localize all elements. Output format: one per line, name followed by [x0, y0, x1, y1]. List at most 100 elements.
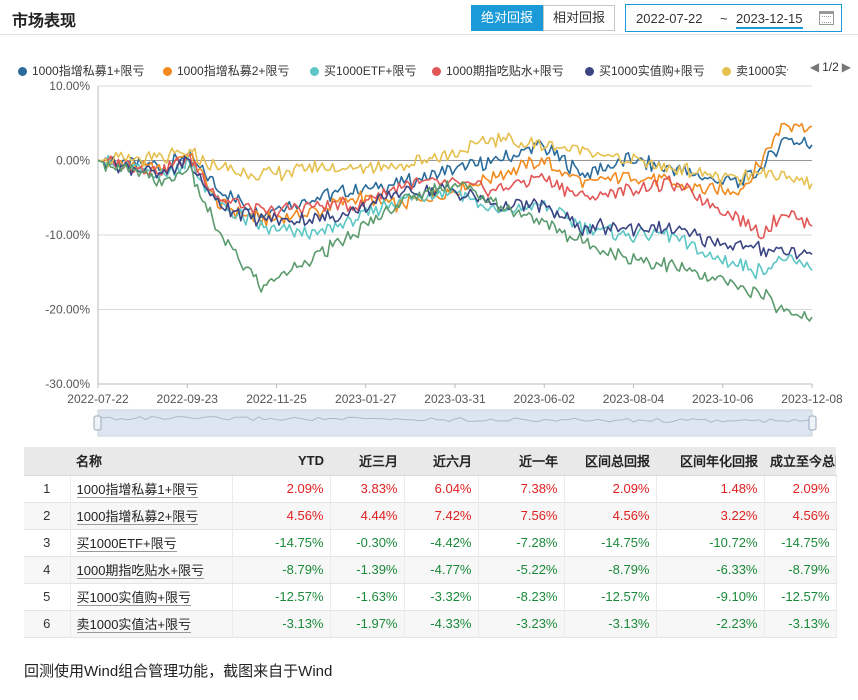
column-header[interactable]: 区间年化回报: [656, 447, 764, 476]
value-cell: 7.56%: [478, 502, 565, 530]
value-cell: 7.38%: [478, 475, 565, 503]
legend-marker: [310, 67, 319, 76]
legend-next-icon[interactable]: ▶: [841, 60, 851, 74]
legend-label: 买1000实值购+限亏: [599, 64, 705, 78]
portfolio-name-link[interactable]: 买1000实值购+限亏: [76, 590, 192, 606]
column-header[interactable]: YTD: [232, 447, 330, 476]
table-row[interactable]: 5 买1000实值购+限亏 -12.57% -1.63% -3.32% -8.23% -12…: [24, 583, 837, 611]
legend-item[interactable]: 1000期指吃贴水+限亏: [432, 62, 564, 79]
value-cell: 7.42%: [404, 502, 479, 530]
column-header[interactable]: 近三月: [330, 447, 404, 476]
series-line: [97, 155, 813, 260]
value-cell: 2.09%: [764, 475, 837, 503]
legend-marker: [722, 67, 731, 76]
table-header-row: 名称YTD近三月近六月近一年区间总回报区间年化回报成立至今总回报: [24, 447, 836, 476]
x-tick-label: 2023-03-31: [424, 392, 486, 406]
column-header[interactable]: 近六月: [404, 447, 478, 476]
y-tick-label: -20.00%: [45, 303, 90, 317]
legend-marker: [585, 67, 594, 76]
x-tick-label: 2022-07-22: [67, 392, 129, 406]
value-cell: -8.23%: [478, 583, 565, 611]
row-index: 2: [24, 502, 71, 530]
value-cell: -1.97%: [330, 610, 405, 638]
table-row[interactable]: 6 卖1000实值沽+限亏 -3.13% -1.97% -4.33% -3.23% -3.1…: [24, 610, 837, 638]
legend-label: 1000指增私募1+限亏: [32, 64, 145, 78]
value-cell: -3.13%: [764, 610, 837, 638]
legend-item[interactable]: 1000指增私募2+限亏: [163, 62, 289, 79]
column-header[interactable]: 区间总回报: [564, 447, 656, 476]
calendar-icon[interactable]: [819, 11, 834, 25]
column-header[interactable]: 成立至今总回报: [764, 447, 836, 476]
table-row[interactable]: 1 1000指增私募1+限亏 2.09% 3.83% 6.04% 7.38% 2.09% 1.…: [24, 475, 837, 503]
y-tick-label: 10.00%: [49, 80, 90, 93]
value-cell: -12.57%: [232, 583, 331, 611]
x-tick-label: 2023-08-04: [603, 392, 665, 406]
column-header[interactable]: 名称: [70, 447, 232, 476]
relative-return-button[interactable]: 相对回报: [543, 5, 615, 31]
date-separator: ~: [720, 11, 728, 26]
column-header[interactable]: 近一年: [478, 447, 564, 476]
legend-marker: [432, 67, 441, 76]
row-name-cell: 1000指增私募1+限亏: [70, 475, 233, 503]
series-line: [97, 153, 813, 240]
absolute-return-button[interactable]: 绝对回报: [471, 5, 543, 31]
legend-item[interactable]: 买1000实值购+限亏: [585, 62, 705, 79]
series-line: [97, 136, 813, 219]
legend-label: 买1000ETF+限亏: [324, 64, 417, 78]
date-end-input[interactable]: 2023-12-15: [736, 11, 803, 29]
value-cell: -6.33%: [656, 556, 765, 584]
value-cell: -3.13%: [564, 610, 657, 638]
y-tick-label: 0.00%: [56, 154, 90, 168]
header-bar: 市场表现 绝对回报 相对回报 2022-07-22 ~ 2023-12-15: [0, 0, 858, 35]
legend-label: 1000指增私募2+限亏: [177, 64, 290, 78]
value-cell: -2.23%: [656, 610, 765, 638]
value-cell: -3.13%: [232, 610, 331, 638]
portfolio-name-link[interactable]: 1000指增私募2+限亏: [76, 509, 199, 525]
footer-note: 回测使用Wind组合管理功能，截图来自于Wind: [24, 663, 333, 680]
portfolio-name-link[interactable]: 1000指增私募1+限亏: [76, 482, 199, 498]
value-cell: -4.42%: [404, 529, 479, 557]
y-tick-label: -10.00%: [45, 228, 90, 242]
legend-item[interactable]: 1000指增私募1+限亏: [18, 62, 144, 79]
legend-label: 卖1000实值沽+限亏: [736, 64, 788, 78]
date-range-picker[interactable]: 2022-07-22 ~ 2023-12-15: [625, 4, 842, 32]
value-cell: 1.48%: [656, 475, 765, 503]
portfolio-name-link[interactable]: 卖1000实值沽+限亏: [76, 617, 192, 633]
row-name-cell: 买1000实值购+限亏: [70, 583, 233, 611]
portfolio-name-link[interactable]: 1000期指吃贴水+限亏: [76, 563, 205, 579]
value-cell: 6.04%: [404, 475, 479, 503]
table-row[interactable]: 3 买1000ETF+限亏 -14.75% -0.30% -4.42% -7.28% -14…: [24, 529, 837, 557]
portfolio-name-link[interactable]: 买1000ETF+限亏: [76, 536, 177, 552]
value-cell: -8.79%: [764, 556, 837, 584]
y-tick-label: -30.00%: [45, 377, 90, 391]
value-cell: -4.33%: [404, 610, 479, 638]
x-tick-label: 2023-01-27: [335, 392, 397, 406]
row-index: 1: [24, 475, 71, 503]
navigator-line: [97, 415, 813, 424]
value-cell: -14.75%: [232, 529, 331, 557]
x-tick-label: 2022-11-25: [246, 392, 307, 406]
value-cell: -3.32%: [404, 583, 479, 611]
value-cell: -8.79%: [564, 556, 657, 584]
value-cell: 2.09%: [232, 475, 331, 503]
legend-items: 1000指增私募1+限亏 1000指增私募2+限亏 买1000ETF+限亏 1000期…: [0, 56, 788, 82]
range-handle-left: [93, 415, 102, 431]
legend-item[interactable]: 卖1000实值沽+限亏: [722, 62, 788, 79]
value-cell: -12.57%: [764, 583, 837, 611]
date-start-input[interactable]: 2022-07-22: [636, 11, 703, 26]
legend-item[interactable]: 买1000ETF+限亏: [310, 62, 416, 79]
x-tick-label: 2022-09-23: [157, 392, 219, 406]
table-row[interactable]: 4 1000期指吃贴水+限亏 -8.79% -1.39% -4.77% -5.22% -8.…: [24, 556, 837, 584]
value-cell: 3.22%: [656, 502, 765, 530]
line-chart: 10.00% 0.00% -10.00% -20.00% -30.00%2022-07-…: [45, 80, 843, 437]
legend-prev-icon[interactable]: ◀: [809, 60, 820, 74]
table-body: 1 1000指增私募1+限亏 2.09% 3.83% 6.04% 7.38% 2.09% 1.…: [24, 475, 837, 638]
range-handle-right: [808, 415, 817, 431]
row-index: 4: [24, 556, 71, 584]
value-cell: 4.56%: [764, 502, 837, 530]
row-index: 3: [24, 529, 71, 557]
value-cell: -1.63%: [330, 583, 405, 611]
table-row[interactable]: 2 1000指增私募2+限亏 4.56% 4.44% 7.42% 7.56% 4.56% 3.…: [24, 502, 837, 530]
value-cell: 4.56%: [564, 502, 657, 530]
row-name-cell: 1000期指吃贴水+限亏: [70, 556, 233, 584]
